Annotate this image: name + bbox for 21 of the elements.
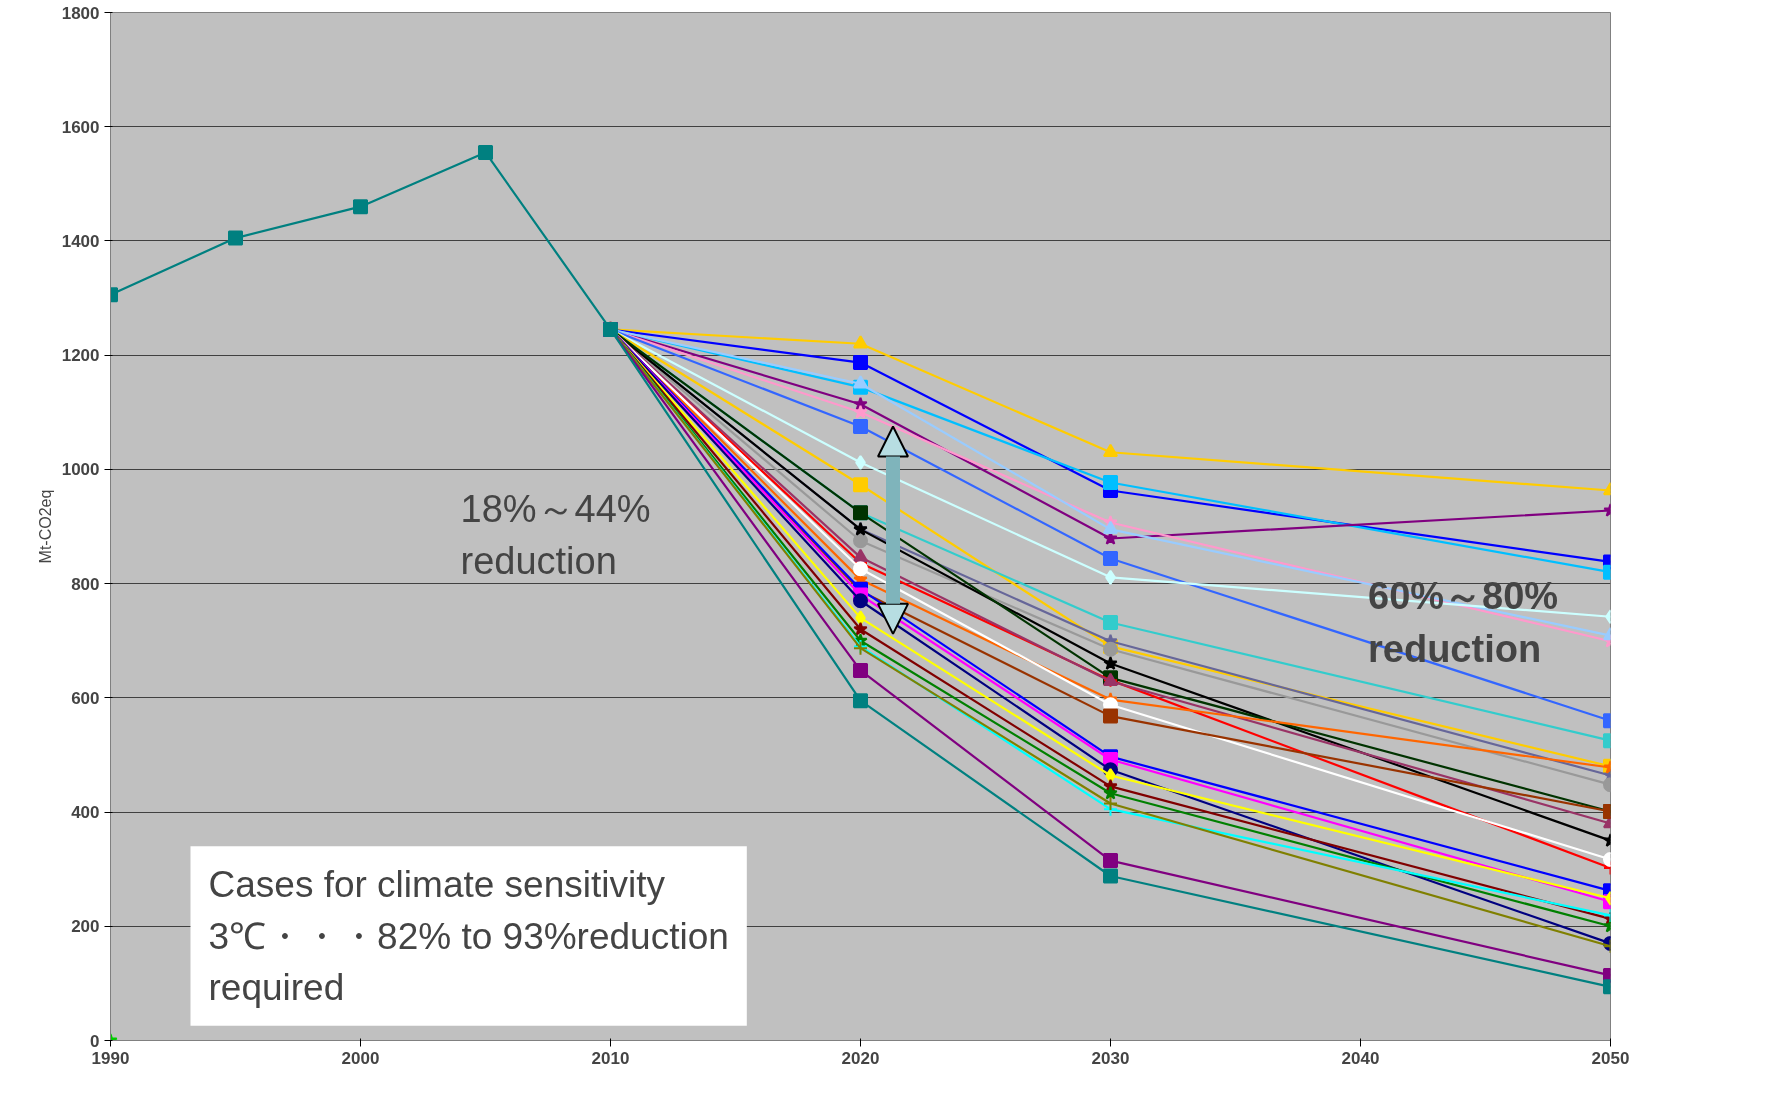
y-tick-label: 1800 (61, 3, 100, 23)
x-tick-label: 2020 (841, 1048, 880, 1068)
y-tick-label: 1600 (61, 117, 100, 137)
y-tick-label: 1000 (61, 460, 100, 480)
y-tick-label: 1200 (61, 346, 100, 366)
y-tick-label: 400 (71, 803, 100, 823)
y-tick-label: 800 (71, 574, 100, 594)
x-tick-label: 2030 (1091, 1048, 1130, 1068)
y-tick-label: 1400 (61, 231, 100, 251)
y-axis-title: Mt-CO2eq (36, 489, 54, 564)
x-tick-label: 1990 (91, 1048, 130, 1068)
y-tick-label: 600 (71, 688, 100, 708)
y-tick-label: 200 (71, 917, 100, 937)
x-tick-label: 2050 (1591, 1048, 1630, 1068)
annotation: 60%～80% reduction (1368, 575, 1559, 670)
x-tick-label: 2040 (1341, 1048, 1380, 1068)
y-tick-label: 0 (90, 1031, 100, 1051)
annotation: 18%～44% reduction (460, 487, 651, 583)
annotation: Cases for climate sensitivity 3℃・・・82% to 93%reduction required (208, 864, 729, 1008)
x-tick-label: 2010 (591, 1048, 630, 1068)
x-tick-label: 2000 (341, 1048, 380, 1068)
